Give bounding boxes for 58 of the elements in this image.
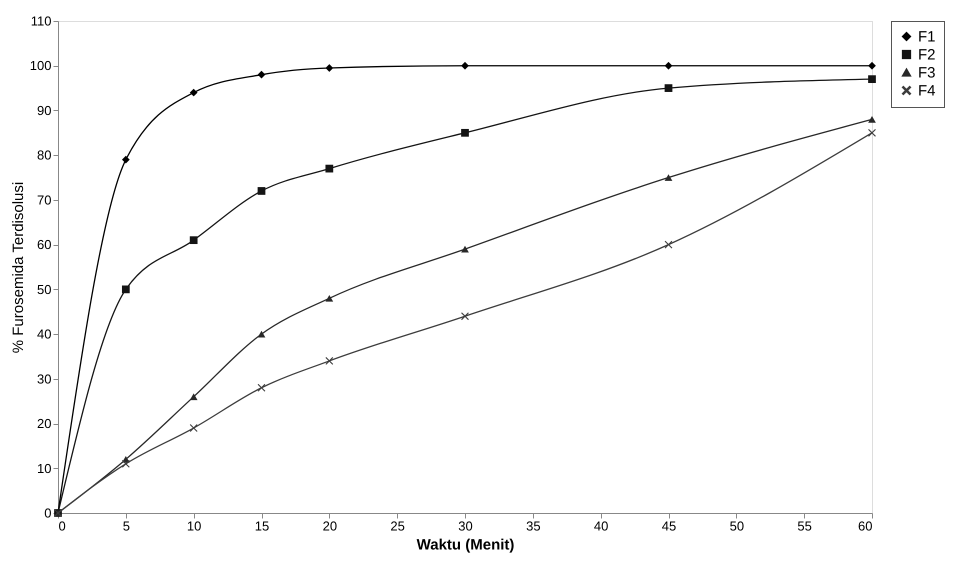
point — [258, 384, 266, 392]
point — [868, 116, 876, 123]
point — [258, 187, 266, 195]
legend-label: F4 — [918, 82, 936, 100]
point — [190, 88, 198, 96]
point — [664, 62, 672, 70]
x-tick-label: 55 — [797, 518, 812, 534]
y-tick-label: 90 — [37, 102, 52, 118]
x-tick-label: 25 — [390, 518, 405, 534]
point — [868, 62, 876, 70]
x-tick-label: 0 — [58, 518, 66, 534]
point — [325, 357, 334, 365]
point — [325, 64, 334, 72]
x-axis-title: Waktu (Menit) — [416, 536, 514, 554]
x-tick-label: 35 — [526, 518, 541, 534]
y-tick-label: 70 — [37, 192, 52, 208]
legend-label: F2 — [918, 46, 936, 64]
y-tick-label: 100 — [30, 58, 52, 74]
point — [190, 393, 198, 400]
x-tick-label: 20 — [322, 518, 338, 534]
y-tick-label: 50 — [37, 282, 52, 297]
x-tick-label: 45 — [662, 518, 676, 534]
point — [868, 75, 876, 84]
y-tick-label: 110 — [30, 14, 52, 28]
legend-label: F1 — [918, 28, 936, 46]
point — [664, 174, 672, 181]
point — [461, 312, 469, 320]
y-tick-label: 80 — [37, 148, 52, 163]
point — [461, 62, 469, 70]
point — [461, 128, 469, 137]
y-tick-label: 30 — [37, 371, 52, 386]
point — [122, 285, 130, 294]
x-tick-label: 15 — [254, 518, 270, 534]
y-tick-label: 40 — [37, 326, 52, 342]
point — [190, 236, 198, 244]
point — [258, 70, 266, 79]
point — [868, 128, 876, 137]
y-tick-label: 60 — [37, 237, 52, 252]
x-tick-label: 30 — [458, 518, 473, 534]
y-tick-label: 10 — [37, 460, 52, 476]
x-tick-label: 10 — [186, 518, 202, 534]
point — [664, 240, 672, 249]
x-tick-label: 50 — [730, 518, 744, 534]
y-axis-title: % Furosemida Terdisolusi — [10, 182, 27, 354]
point — [122, 460, 130, 468]
x-tick-label: 5 — [122, 518, 130, 534]
point — [664, 84, 672, 92]
point — [461, 246, 469, 252]
y-tick-label: 20 — [37, 416, 52, 432]
point — [190, 424, 198, 432]
x-tick-label: 40 — [594, 518, 608, 534]
point — [258, 330, 266, 338]
point — [122, 156, 130, 164]
point — [325, 294, 334, 302]
legend-label: F3 — [918, 64, 936, 82]
point — [325, 164, 334, 172]
y-tick-label: 0 — [44, 506, 52, 520]
x-tick-label: 60 — [858, 518, 872, 534]
